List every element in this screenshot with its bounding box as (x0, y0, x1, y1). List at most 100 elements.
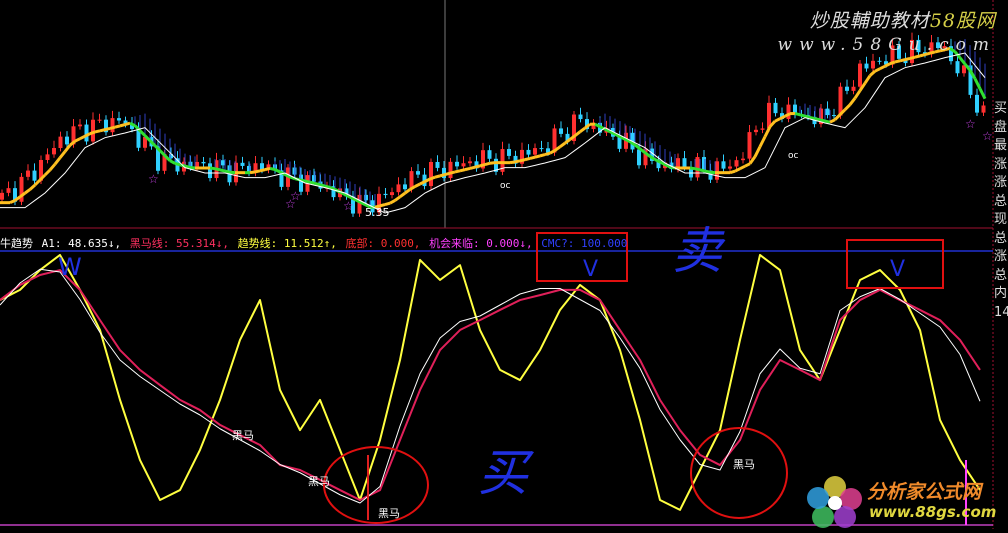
trend-segment (830, 120, 835, 123)
candle (878, 61, 882, 62)
trend-segment (175, 163, 180, 164)
price-low-label: 5.35 (365, 206, 390, 219)
candle (26, 171, 30, 177)
candle (208, 163, 212, 178)
candle (683, 158, 687, 167)
trend-segment (435, 176, 440, 177)
candle (429, 162, 433, 186)
trend-segment (525, 158, 530, 159)
trend-segment (735, 169, 740, 172)
candle (858, 64, 862, 87)
candle (852, 87, 856, 91)
trend-segment (820, 120, 825, 121)
dark-horse-label: 黑马 (232, 429, 254, 442)
trend-segment (975, 79, 980, 89)
trend-segment (415, 184, 420, 187)
trend-segment (905, 58, 910, 59)
trend-segment (730, 171, 735, 173)
star-icon: ☆ (148, 172, 159, 186)
trend-segment (560, 143, 565, 147)
candle (449, 162, 453, 178)
trend-segment (325, 186, 330, 187)
trend-segment (810, 117, 815, 118)
trend-segment (960, 58, 965, 64)
candle (468, 161, 472, 163)
candle (735, 160, 739, 166)
candle (488, 150, 492, 159)
candle (845, 87, 849, 91)
candle (507, 149, 511, 156)
trend-segment (185, 166, 190, 167)
candle (78, 125, 82, 127)
trend-segment (260, 170, 265, 171)
trend-segment (815, 119, 820, 120)
trend-segment (35, 180, 40, 185)
trend-segment (395, 197, 400, 201)
sell-note: 卖 (672, 222, 726, 280)
trend-segment (845, 105, 850, 110)
trend-segment (270, 168, 275, 169)
trend-segment (805, 116, 810, 117)
candle (384, 194, 388, 195)
legend-cmc: CMC?: 100.000 (541, 237, 627, 250)
candle (65, 137, 69, 145)
star-icon: ☆ (965, 117, 976, 131)
trend-segment (775, 119, 780, 122)
candle (33, 171, 37, 181)
trend-segment (310, 182, 315, 183)
candle (416, 171, 420, 175)
candle (397, 184, 401, 192)
trend-segment (530, 157, 535, 158)
trend-segment (895, 61, 900, 62)
star-icon: ☆ (290, 189, 301, 203)
candle (871, 61, 875, 69)
trend-segment (535, 156, 540, 157)
trend-segment (880, 66, 885, 69)
side-panel-label: 买 (994, 100, 1008, 119)
candle (956, 61, 960, 73)
candle (390, 192, 394, 195)
candle (559, 128, 563, 133)
star-icon: ☆ (343, 199, 354, 213)
candle (637, 149, 641, 165)
trend-segment (515, 161, 520, 162)
trend-segment (460, 170, 465, 171)
watermark-url: www.58Gu.com (778, 35, 996, 55)
candle (117, 118, 121, 120)
candle (202, 162, 206, 163)
trend-segment (480, 165, 485, 166)
trend-segment (220, 170, 225, 171)
trend-segment (825, 121, 830, 122)
candle (761, 128, 765, 129)
trend-segment (120, 125, 125, 126)
trend-segment (440, 175, 445, 176)
trend-segment (320, 185, 325, 186)
trend-segment (795, 113, 800, 114)
trend-segment (170, 161, 175, 164)
legend-trend-line: 趋势线: 11.512↑, (238, 237, 337, 250)
trend-segment (390, 200, 395, 203)
trend-segment (255, 171, 260, 172)
candle (728, 166, 732, 168)
candle (241, 163, 245, 166)
trend-segment (695, 169, 700, 170)
candle (832, 115, 836, 116)
trend-segment (50, 164, 55, 170)
legend-dark-horse-line: 黑马线: 55.314↓, (130, 237, 229, 250)
trend-segment (125, 123, 130, 124)
trend-segment (655, 160, 660, 163)
flower-logo-icon (805, 473, 865, 529)
site-logo: 分析家公式网 www.88gs.com (805, 473, 1008, 529)
side-panel-label: 现 (994, 211, 1008, 230)
trend-segment (140, 131, 145, 136)
trend-segment (465, 168, 470, 169)
side-panel-label: 涨 (994, 248, 1008, 267)
buy-note: 买 (478, 444, 535, 502)
candle (787, 105, 791, 119)
candle (46, 154, 50, 160)
trend-segment (470, 167, 475, 168)
side-panel-label: 14 (994, 304, 1008, 323)
side-panel-label: 盘 (994, 119, 1008, 138)
trend-segment (210, 168, 215, 169)
